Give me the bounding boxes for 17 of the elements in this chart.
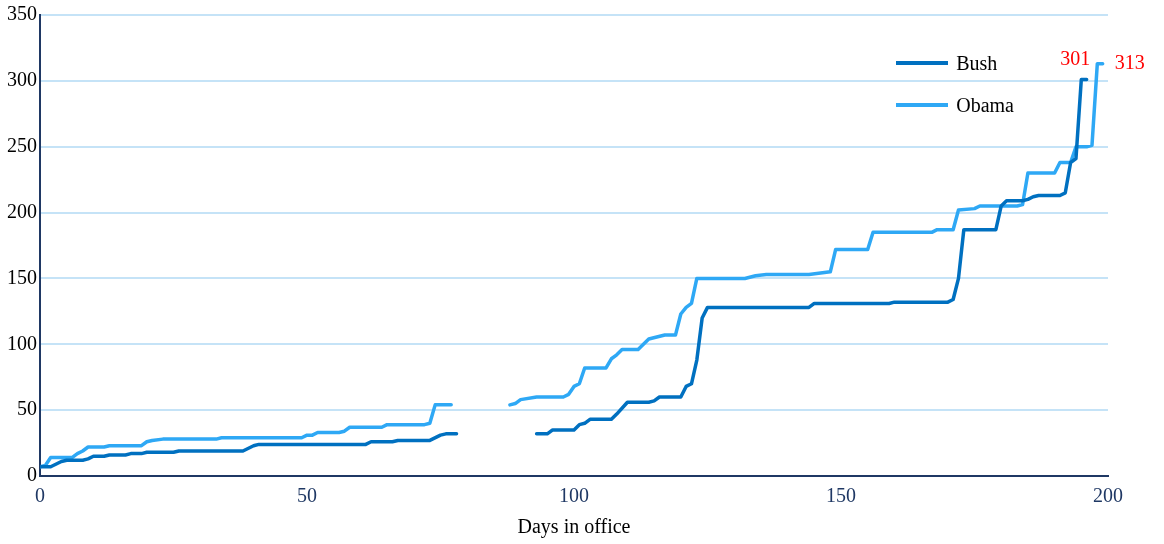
y-tick-label: 200	[7, 199, 37, 222]
y-tick-label: 50	[17, 397, 37, 420]
y-tick-label: 100	[7, 331, 37, 354]
legend-label: Obama	[956, 93, 1014, 117]
x-tick-label: 50	[297, 484, 317, 507]
y-tick-label: 150	[7, 265, 37, 288]
x-tick-label: 100	[559, 484, 589, 507]
x-axis-title: Days in office	[517, 515, 631, 539]
annotation: 301	[1060, 46, 1091, 69]
y-tick-label: 0	[27, 463, 37, 486]
annotation: 313	[1114, 50, 1145, 73]
y-tick-label: 250	[7, 133, 37, 156]
legend-label: Bush	[956, 51, 998, 75]
x-tick-label: 150	[826, 484, 856, 507]
x-tick-label: 200	[1093, 484, 1123, 507]
y-tick-label: 350	[7, 2, 37, 25]
y-tick-label: 300	[7, 68, 37, 91]
